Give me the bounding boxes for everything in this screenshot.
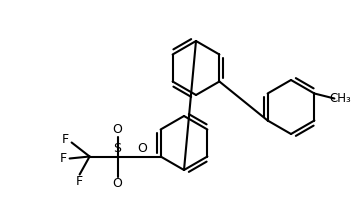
Text: O: O (113, 177, 122, 190)
Text: F: F (60, 152, 67, 165)
Text: S: S (113, 142, 122, 155)
Text: CH₃: CH₃ (329, 92, 351, 105)
Text: F: F (62, 133, 69, 146)
Text: O: O (113, 123, 122, 136)
Text: F: F (76, 175, 83, 188)
Text: O: O (138, 142, 147, 155)
